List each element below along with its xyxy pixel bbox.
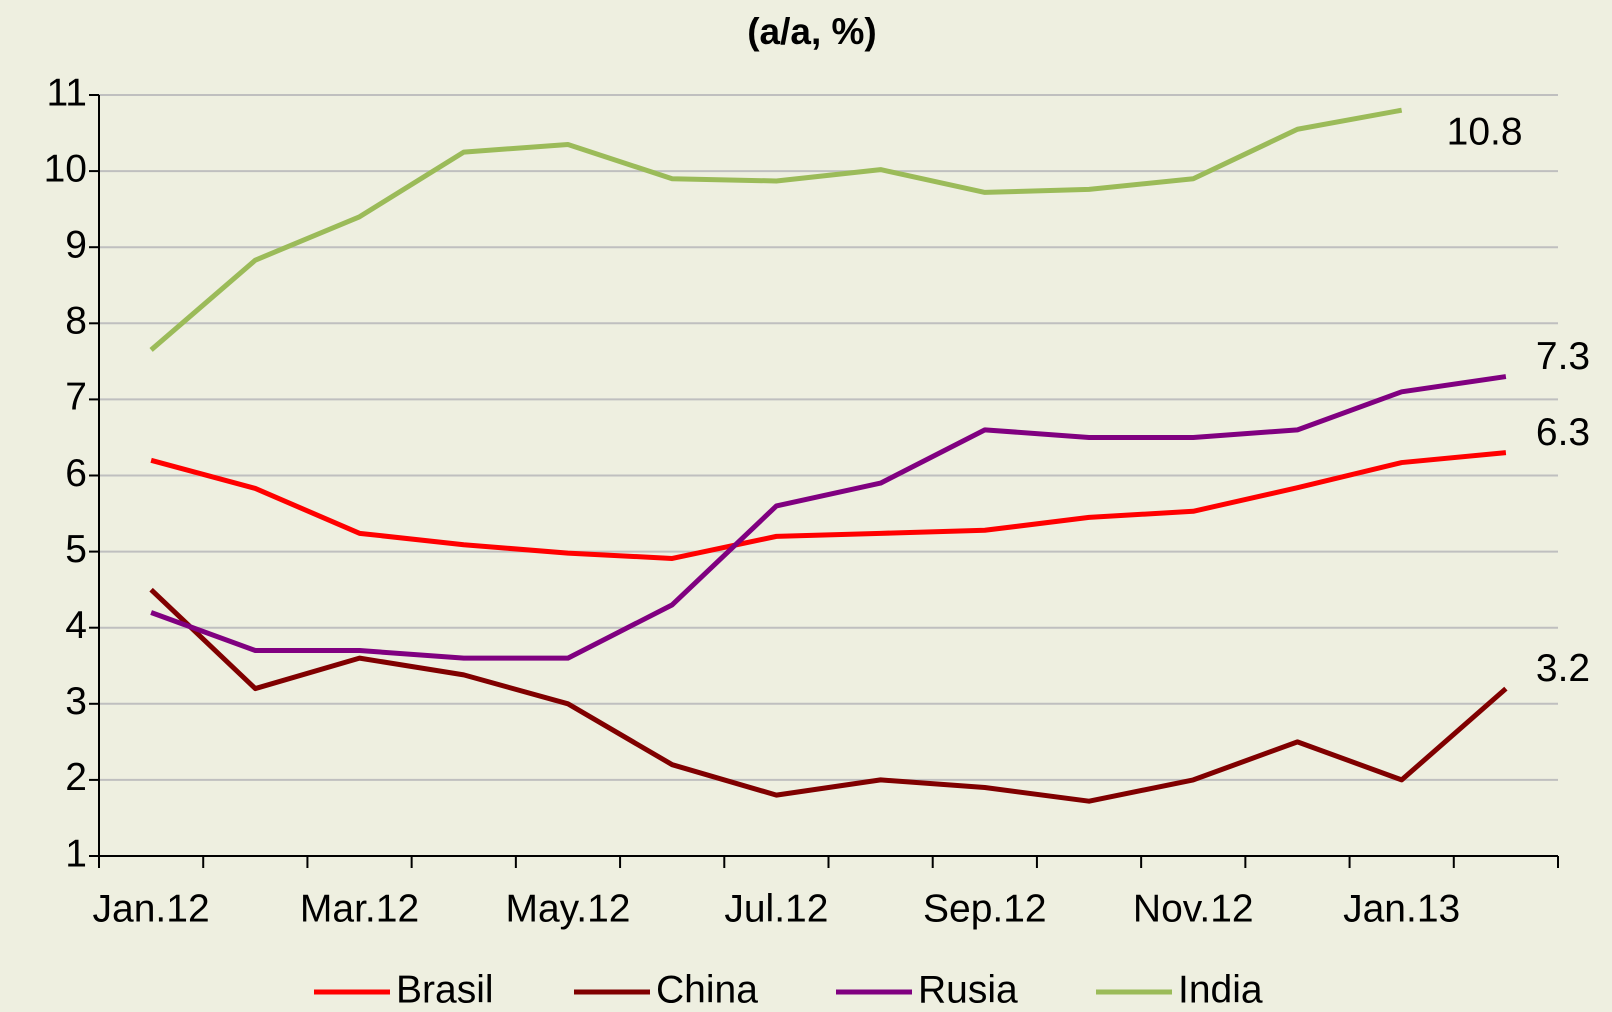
legend-label: Brasil bbox=[396, 968, 494, 1011]
y-tick-label: 2 bbox=[65, 756, 87, 799]
y-tick-label: 10 bbox=[44, 147, 87, 190]
legend-label: Rusia bbox=[918, 968, 1018, 1011]
legend-label: India bbox=[1178, 968, 1263, 1011]
legend-label: China bbox=[656, 968, 758, 1011]
x-tick-label: Jan.12 bbox=[93, 887, 210, 930]
y-tick-label: 9 bbox=[65, 223, 87, 266]
x-tick-label: May.12 bbox=[505, 887, 630, 930]
y-tick-label: 5 bbox=[65, 528, 87, 571]
x-tick-label: Nov.12 bbox=[1133, 887, 1254, 930]
series-line bbox=[150, 374, 1507, 661]
x-tick-label: Jan.13 bbox=[1343, 887, 1460, 930]
y-tick-label: 8 bbox=[65, 300, 87, 343]
y-tick-label: 6 bbox=[65, 452, 87, 495]
series-line bbox=[149, 107, 1403, 352]
data-label: 3.2 bbox=[1536, 647, 1590, 690]
chart-title: (a/a, %) bbox=[747, 11, 877, 52]
x-tick-label: Mar.12 bbox=[300, 887, 419, 930]
data-label: 7.3 bbox=[1536, 335, 1590, 378]
y-tick-label: 4 bbox=[65, 604, 87, 647]
data-label: 6.3 bbox=[1536, 411, 1590, 454]
data-label: 10.8 bbox=[1447, 111, 1523, 154]
y-tick-label: 3 bbox=[65, 680, 87, 723]
series-line bbox=[150, 450, 1507, 561]
y-tick-label: 11 bbox=[47, 71, 88, 114]
x-tick-label: Jul.12 bbox=[724, 887, 828, 930]
series-line bbox=[149, 587, 1508, 804]
y-tick-label: 7 bbox=[65, 376, 87, 419]
y-tick-label: 1 bbox=[65, 832, 87, 875]
x-tick-label: Sep.12 bbox=[923, 887, 1047, 930]
